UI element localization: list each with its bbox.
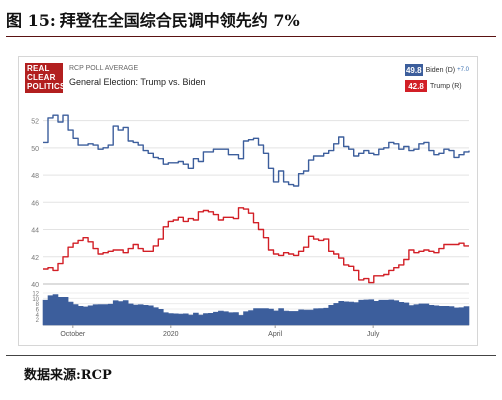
legend-value-biden: 49.8 (405, 64, 423, 76)
x-tick-label: 2020 (163, 331, 179, 338)
y-tick-label: 46 (31, 200, 39, 207)
legend-name-trump: Trump (R) (430, 82, 462, 90)
chart-subtitle: RCP POLL AVERAGE (69, 65, 139, 72)
spread-y-tick-label: 10 (32, 297, 39, 303)
figure-label: 图 15: (6, 11, 56, 30)
biden-series-line (43, 114, 470, 187)
spread-area (42, 294, 470, 326)
spread-y-tick-label: 8 (36, 302, 40, 308)
rcp-logo: REAL CLEAR POLITICS (25, 63, 66, 93)
x-tick-label: April (268, 331, 282, 338)
source-note: 数据来源:RCP (24, 368, 112, 383)
spread-y-tick-label: 12 (32, 292, 39, 298)
logo-line: POLITICS (27, 82, 66, 91)
spread-y-tick-label: 6 (36, 308, 40, 314)
trump-series-line (43, 207, 469, 284)
logo-line: CLEAR (27, 73, 56, 82)
chart-title: General Election: Trump vs. Biden (69, 77, 206, 87)
legend-spread: +7.0 (457, 67, 469, 73)
y-tick-label: 52 (31, 119, 39, 126)
legend-name-biden: Biden (D) (425, 66, 456, 74)
figure-title: 图 15: 拜登在全国综合民调中领先约 7% (6, 6, 496, 32)
x-tick-label: October (60, 331, 86, 338)
y-tick-label: 40 (31, 282, 39, 289)
x-tick-label: July (367, 331, 380, 338)
legend-value-trump: 42.8 (405, 80, 427, 92)
chart-card: REAL CLEAR POLITICS RCP POLL AVERAGE Gen… (18, 56, 478, 346)
legend-item-trump[interactable]: 42.8 Trump (R) (405, 79, 469, 93)
title-rule (6, 36, 496, 37)
legend-item-biden[interactable]: 49.8 Biden (D) +7.0 (405, 63, 469, 77)
y-tick-label: 48 (31, 173, 39, 180)
footer-rule (6, 355, 496, 356)
figure-title-text: 拜登在全国综合民调中领先约 7% (59, 11, 300, 30)
y-tick-label: 50 (31, 146, 39, 153)
spread-y-tick-label: 4 (36, 313, 40, 319)
y-tick-label: 44 (31, 228, 39, 235)
logo-line: REAL (27, 64, 50, 73)
y-tick-label: 42 (31, 255, 39, 262)
spread-y-tick-label: 2 (36, 318, 40, 324)
legend: 49.8 Biden (D) +7.0 42.8 Trump (R) (405, 63, 469, 95)
